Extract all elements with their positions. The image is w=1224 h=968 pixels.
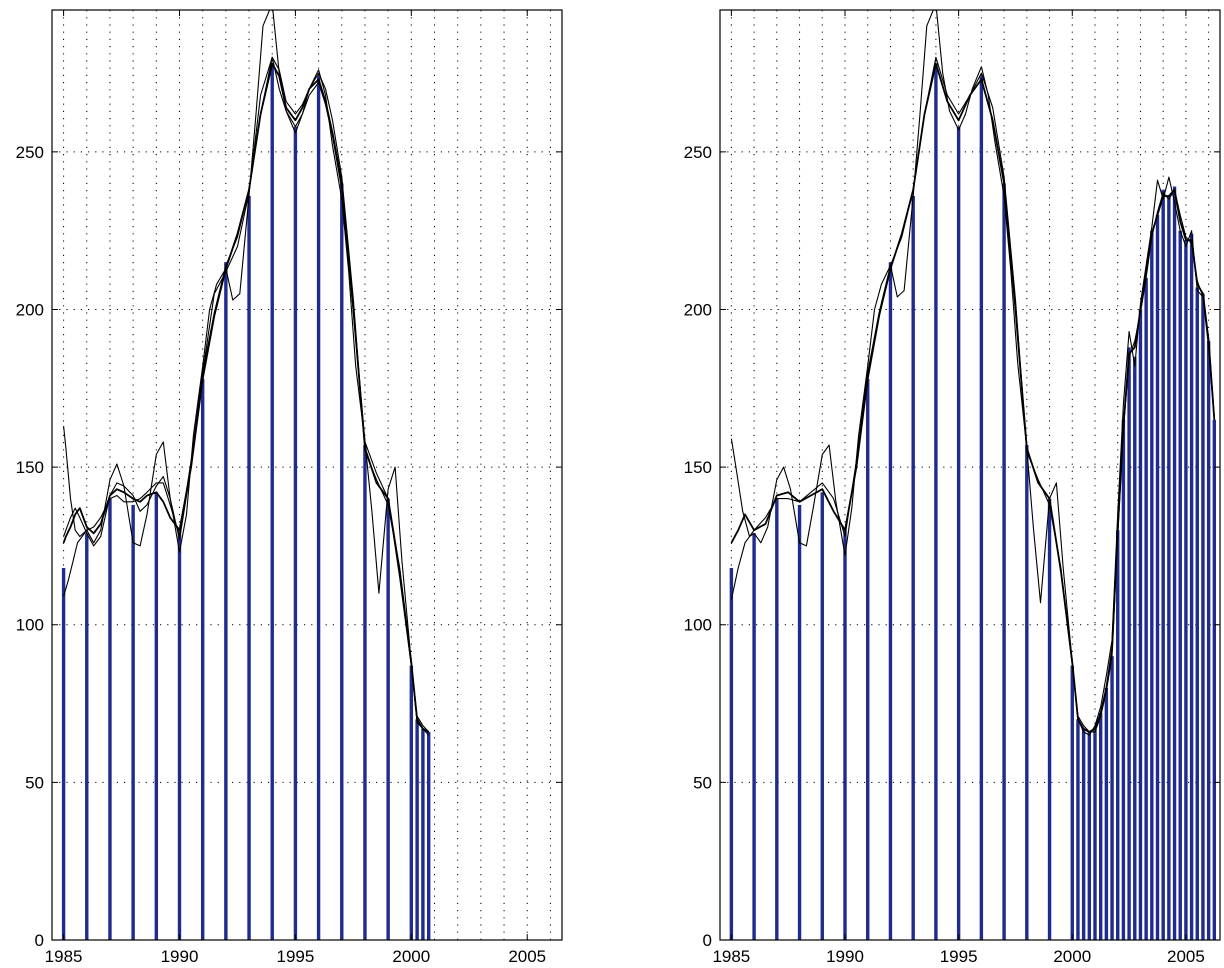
bar (363, 445, 367, 940)
bar (316, 76, 321, 940)
bar (293, 126, 298, 940)
bar (1002, 183, 1006, 940)
bar (752, 533, 756, 940)
series-lines (62, 10, 430, 736)
y-tick-label: 100 (16, 616, 44, 635)
bar (888, 262, 893, 940)
bar (1184, 240, 1188, 940)
bar (131, 504, 135, 940)
bar (1121, 419, 1126, 940)
y-tick-label: 50 (25, 773, 44, 792)
axes-box (51, 9, 563, 941)
bars (729, 63, 1217, 940)
bar (797, 504, 802, 940)
y-tick-label: 150 (684, 458, 712, 477)
bar (177, 530, 182, 940)
bar (1116, 530, 1120, 940)
bar (1150, 230, 1154, 940)
y-tick-label: 50 (693, 773, 712, 792)
bar (1025, 445, 1029, 940)
bar (1144, 277, 1148, 940)
x-tick-label: 1995 (276, 947, 314, 966)
bar (1070, 665, 1074, 940)
bar (1081, 728, 1086, 940)
x-tick-label: 1985 (712, 947, 750, 966)
bar (1076, 719, 1080, 940)
bar (1178, 230, 1182, 940)
bar (1172, 186, 1177, 940)
y-tick-label: 250 (684, 143, 712, 162)
bar (85, 533, 89, 940)
bar (1104, 687, 1109, 940)
series-line (730, 56, 1215, 733)
bar (427, 731, 431, 940)
bar (729, 568, 734, 940)
bar (200, 378, 205, 940)
y-tick-label: 150 (16, 458, 44, 477)
series-line (730, 10, 1215, 736)
bar (421, 728, 425, 940)
x-tick-label: 1985 (45, 947, 83, 966)
bar (775, 498, 779, 940)
x-tick-label: 2005 (508, 947, 546, 966)
x-tick-label: 2005 (1167, 947, 1205, 966)
bar (154, 492, 159, 940)
bar (1189, 233, 1194, 940)
bar (1098, 713, 1103, 940)
bar (1127, 347, 1131, 940)
x-tick-label: 2000 (1053, 947, 1091, 966)
bar (1133, 356, 1137, 940)
bar (1161, 189, 1165, 940)
bar (247, 196, 251, 940)
grid (52, 10, 562, 941)
bar (270, 63, 274, 940)
bar (224, 262, 228, 940)
bar (1138, 309, 1143, 940)
x-tick-label: 1990 (826, 947, 864, 966)
y-tick-label: 250 (16, 143, 44, 162)
bar (1047, 498, 1052, 940)
bar (409, 665, 414, 940)
x-tick-label: 1995 (940, 947, 978, 966)
bar (956, 126, 961, 940)
bar (1195, 287, 1199, 940)
bar (820, 492, 824, 940)
y-tick-label: 100 (684, 616, 712, 635)
series-line (730, 62, 1216, 733)
series-lines (730, 10, 1216, 736)
y-tick-label: 200 (684, 300, 712, 319)
bar (1110, 656, 1114, 940)
bars (61, 63, 431, 940)
bar (1167, 196, 1171, 940)
bar (1212, 419, 1217, 940)
bar (1087, 731, 1092, 940)
bar (843, 530, 847, 940)
bar (415, 719, 419, 940)
bar (979, 76, 984, 940)
axes-box (719, 9, 1221, 941)
bar (1155, 214, 1160, 940)
bar (866, 378, 870, 940)
series-line (63, 56, 430, 736)
bar (934, 63, 938, 940)
x-tick-label: 1990 (161, 947, 199, 966)
y-tick-label: 0 (35, 931, 44, 950)
series-line (63, 10, 429, 733)
y-tick-label: 200 (16, 300, 44, 319)
series-line (63, 56, 430, 733)
x-tick-label: 2000 (392, 947, 430, 966)
bar (911, 196, 915, 940)
chart-panel-left: 1985 1990 1995 2000 2005 0 50 100 150 200 250 (16, 9, 563, 966)
bar (386, 498, 390, 940)
bar (61, 568, 66, 940)
bar (340, 183, 344, 940)
bar (1093, 728, 1097, 940)
bar (1206, 341, 1211, 940)
bar (1201, 293, 1205, 940)
chart-panel-right: 1985 1990 1995 2000 2005 0 50 100 150 200 250 (684, 9, 1221, 966)
bar (108, 498, 112, 940)
y-tick-label: 0 (703, 931, 712, 950)
series-line (62, 62, 430, 733)
